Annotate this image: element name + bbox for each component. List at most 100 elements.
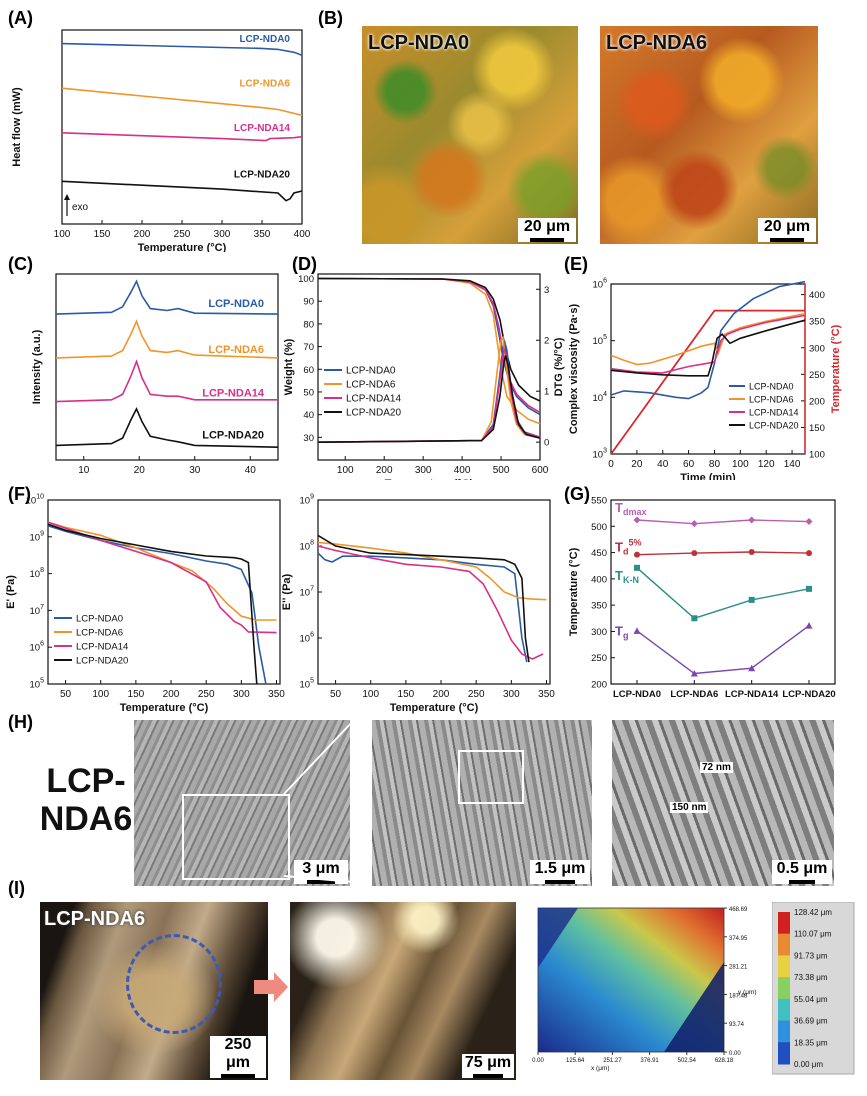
sem-image-high-mag: 72 nm 150 nm 0.5 μm <box>612 720 834 886</box>
x-axis-title: Temperature (°C) <box>385 478 474 480</box>
series-line <box>636 551 810 556</box>
series-label-sub: g <box>623 630 629 640</box>
viscosity-line-lcp-nda20 <box>610 319 806 377</box>
y-tick-label: 100 <box>809 450 825 461</box>
series-label: LCP-NDA14 <box>202 388 265 400</box>
series-label-sub: dmax <box>623 507 647 517</box>
exponent: 6 <box>603 278 607 285</box>
panel-label-i: (I) <box>8 878 25 898</box>
scale-bar-h3: 0.5 μm <box>772 860 832 884</box>
loss-modulus-line-lcp-nda20 <box>317 534 530 663</box>
x-tick-label: 20 <box>134 465 146 476</box>
x-tick-label: 100 <box>337 465 354 476</box>
series-line-lcp-nda20 <box>61 180 303 202</box>
legend-label: LCP-NDA6 <box>749 395 794 405</box>
panel-label-a: (A) <box>8 8 33 28</box>
fibril-width-72: 72 nm <box>700 762 733 773</box>
series-label: LCP-NDA0 <box>208 298 264 310</box>
x-tick-label: 50 <box>330 689 342 700</box>
x-category-label: LCP-NDA0 <box>613 689 661 700</box>
dashed-circle-highlight <box>126 934 222 1034</box>
x-tick-label: 10 <box>78 465 90 476</box>
scale-bar-label: 3 μm <box>302 860 340 877</box>
colorbar-segment <box>778 977 790 1000</box>
data-point <box>748 549 755 556</box>
height-colorbar: 128.42 μm 110.07 μm 91.73 μm 73.38 μm 55.04 … <box>772 902 855 1075</box>
colorbar-label: 36.69 μm <box>794 1017 828 1026</box>
profile-background-region <box>538 908 578 968</box>
exponent: 7 <box>40 604 44 611</box>
scale-bar-line <box>545 880 575 884</box>
series-line <box>636 625 810 675</box>
y-tick-label: 100 <box>298 274 314 285</box>
x-tick-label: 250 <box>174 229 191 240</box>
series-label-main: T <box>615 623 623 638</box>
legend-label: LCP-NDA0 <box>76 614 123 625</box>
data-point <box>806 585 812 592</box>
scale-bar-label: 1.5 μm <box>534 860 586 877</box>
sem-image-mid-mag: 1.5 μm <box>372 720 592 886</box>
series-line <box>636 519 810 525</box>
panel-label-f: (F) <box>8 484 31 504</box>
y-tick-label: 150 <box>809 423 825 434</box>
series-line-lcp-nda14 <box>55 359 278 403</box>
data-point <box>634 564 640 571</box>
y-tick-label: 80 <box>303 319 314 330</box>
surface-profile-3d: 468.69 374.95 281.21 187.48 93.74 0.00 y (μm) 0… <box>532 907 757 1072</box>
data-point <box>634 551 640 558</box>
colorbar-label: 55.04 μm <box>794 995 828 1004</box>
y-tick-label: 550 <box>591 496 607 507</box>
x-tick-label: 500 <box>493 465 510 476</box>
series-label: Tg <box>615 623 628 640</box>
exponent: 4 <box>603 391 607 398</box>
chart-a-dsc: 100 150 200 250 300 350 400 Temperature (°C) Hea… <box>11 29 310 252</box>
x-tick-label: 300 <box>214 229 231 240</box>
exponent: 6 <box>40 641 44 648</box>
scale-bar-label: 20 μm <box>763 218 811 235</box>
loss-modulus-line-lcp-nda6 <box>317 541 547 601</box>
y-axis-title-right: Temperature (°C) <box>830 324 842 413</box>
series-label: Td5% <box>615 537 641 556</box>
y-tick-label: 250 <box>809 370 825 381</box>
scale-bar-line <box>770 238 804 242</box>
data-point <box>691 550 698 557</box>
panel-label-h: (H) <box>8 712 33 732</box>
y-tick-label: 107 <box>30 604 45 617</box>
y-axis-title: Temperature (°C) <box>568 547 580 636</box>
scale-bar-line <box>307 880 335 884</box>
x-tick-label: 600 <box>532 465 549 476</box>
series-label-sub: K-N <box>623 575 639 585</box>
legend-label: LCP-NDA14 <box>346 394 401 405</box>
panel-label-e: (E) <box>564 254 588 274</box>
exponent: 8 <box>310 540 314 547</box>
panel-label-c: (C) <box>8 254 33 274</box>
pom-image-lcp-nda0: LCP-NDA0 20 μm <box>362 26 578 244</box>
y-tick-label: 105 <box>300 678 315 691</box>
data-point <box>690 669 698 677</box>
panel-label-d: (D) <box>292 254 317 274</box>
series-label-main: T <box>615 539 623 554</box>
x-axis-title: Temperature (°C) <box>390 702 479 714</box>
data-point <box>805 622 813 629</box>
scale-bar-label: 75 μm <box>464 1054 512 1071</box>
series-line-lcp-nda6 <box>55 319 279 359</box>
x-tick-label: 350 <box>268 689 285 700</box>
y-axis-title: Complex viscosity (Pa·s) <box>568 304 580 435</box>
sem-zoom-box <box>458 750 524 804</box>
y-tick-label: 109 <box>300 494 315 507</box>
x-tick-label: 40 <box>245 465 257 476</box>
pom-image-lcp-nda6: LCP-NDA6 20 μm <box>600 26 818 244</box>
exponent: 5 <box>310 678 314 685</box>
series-line-lcp-nda20 <box>55 407 279 448</box>
y-tick-label: 300 <box>591 627 607 638</box>
y-tick-label: 103 <box>593 448 608 461</box>
zoom-arrow-bottom <box>283 875 355 883</box>
pom-title-left: LCP-NDA0 <box>368 32 470 54</box>
scale-bar-label: 20 μm <box>523 218 571 235</box>
zoom-arrow-top <box>283 719 355 795</box>
y-tick-label: 468.69 <box>729 907 748 913</box>
plot-frame <box>317 499 551 685</box>
legend-label: LCP-NDA20 <box>749 421 799 431</box>
y-axis-title: y (μm) <box>738 989 757 996</box>
x-tick-label: 100 <box>732 459 749 470</box>
